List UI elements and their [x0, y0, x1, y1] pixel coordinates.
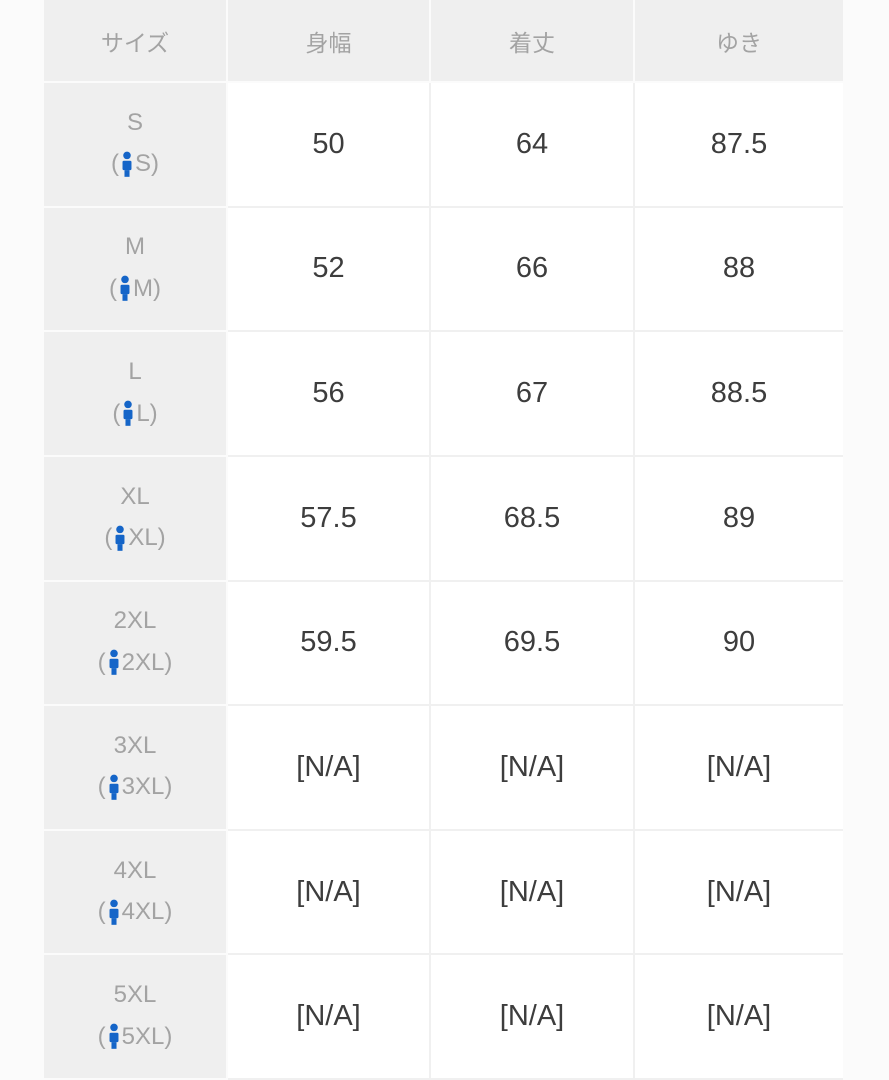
column-header-length: 着丈 — [431, 0, 635, 83]
yuki-cell: 90 — [635, 581, 843, 707]
size-cell: S ( S ) — [44, 83, 228, 208]
yuki-cell: [N/A] — [635, 706, 843, 831]
size-alt-text: 5XL — [121, 1022, 165, 1050]
size-label: 4XL — [113, 856, 157, 884]
size-label: M — [125, 233, 145, 261]
size-alt-text: XL — [128, 524, 158, 552]
person-icon — [123, 400, 133, 426]
body-width-cell: [N/A] — [228, 706, 431, 831]
paren-open: ( — [110, 150, 119, 178]
paren-close: ) — [164, 898, 173, 926]
yuki-cell: [N/A] — [635, 955, 843, 1080]
paren-open: ( — [97, 648, 106, 676]
size-alt-text: M — [133, 274, 153, 302]
person-icon — [109, 1023, 119, 1050]
size-chart-table: サイズ 身幅 着丈 ゆき S ( S ) 50 64 87.5 M — [44, 0, 843, 1080]
person-icon — [120, 276, 130, 302]
length-cell: 67 — [431, 332, 635, 457]
length-cell: 68.5 — [431, 456, 635, 582]
size-cell: M ( M ) — [44, 207, 228, 333]
size-label: L — [128, 358, 142, 386]
size-cell: 4XL ( 4XL ) — [44, 830, 228, 956]
column-header-length-label: 着丈 — [509, 29, 555, 56]
yuki-cell: 88.5 — [635, 332, 843, 457]
yuki-cell: [N/A] — [635, 830, 843, 956]
paren-close: ) — [153, 274, 161, 302]
size-alt-text: S — [134, 150, 151, 178]
paren-open: ( — [97, 773, 106, 801]
length-cell: 64 — [431, 83, 635, 208]
size-alt-label: ( 5XL ) — [97, 1022, 173, 1050]
person-icon — [109, 899, 119, 925]
column-header-body-width-label: 身幅 — [305, 29, 352, 56]
paren-close: ) — [157, 524, 166, 552]
size-alt-label: ( S ) — [111, 151, 159, 178]
body-width-cell: 56 — [228, 332, 431, 457]
length-cell: 69.5 — [431, 581, 635, 707]
size-alt-text: L — [136, 399, 150, 427]
person-icon — [109, 649, 119, 676]
paren-close: ) — [164, 648, 173, 676]
size-alt-label: ( XL ) — [104, 524, 166, 552]
paren-open: ( — [97, 898, 106, 926]
size-alt-label: ( L ) — [112, 399, 158, 427]
yuki-cell: 87.5 — [635, 83, 843, 208]
paren-close: ) — [149, 399, 158, 427]
paren-open: ( — [109, 274, 117, 302]
column-header-yuki: ゆき — [635, 0, 843, 83]
body-width-cell: 50 — [228, 83, 431, 208]
person-icon — [115, 525, 125, 551]
size-cell: 3XL ( 3XL ) — [44, 706, 228, 831]
size-alt-label: ( 4XL ) — [97, 898, 173, 926]
body-width-cell: 52 — [228, 207, 431, 333]
paren-close: ) — [164, 773, 173, 801]
body-width-cell: [N/A] — [228, 955, 431, 1080]
body-width-cell: [N/A] — [228, 830, 431, 956]
size-label: XL — [120, 482, 150, 510]
column-header-body-width: 身幅 — [228, 0, 431, 83]
size-label: 5XL — [113, 981, 157, 1009]
size-alt-label: ( 3XL ) — [97, 773, 173, 801]
paren-close: ) — [151, 150, 159, 178]
column-header-size-label: サイズ — [100, 29, 170, 56]
length-cell: [N/A] — [431, 955, 635, 1080]
paren-close: ) — [164, 1022, 173, 1050]
size-cell: L ( L ) — [44, 332, 228, 457]
size-label: 2XL — [113, 607, 157, 635]
yuki-cell: 88 — [635, 207, 843, 333]
length-cell: 66 — [431, 207, 635, 333]
size-alt-text: 4XL — [121, 898, 165, 926]
size-cell: 2XL ( 2XL ) — [44, 581, 228, 707]
paren-open: ( — [112, 399, 121, 427]
yuki-cell: 89 — [635, 456, 843, 582]
column-header-yuki-label: ゆき — [716, 29, 762, 56]
size-alt-text: 2XL — [121, 648, 165, 676]
person-icon — [122, 151, 132, 177]
size-alt-text: 3XL — [121, 773, 165, 801]
size-label: 3XL — [113, 731, 157, 759]
length-cell: [N/A] — [431, 830, 635, 956]
column-header-size: サイズ — [44, 0, 228, 83]
length-cell: [N/A] — [431, 706, 635, 831]
paren-open: ( — [104, 524, 113, 552]
size-label: S — [126, 108, 143, 136]
body-width-cell: 57.5 — [228, 456, 431, 582]
size-alt-label: ( 2XL ) — [97, 648, 173, 676]
size-alt-label: ( M ) — [109, 275, 161, 302]
size-cell: 5XL ( 5XL ) — [44, 955, 228, 1080]
person-icon — [109, 774, 119, 800]
paren-open: ( — [97, 1022, 106, 1050]
size-cell: XL ( XL ) — [44, 456, 228, 582]
body-width-cell: 59.5 — [228, 581, 431, 707]
